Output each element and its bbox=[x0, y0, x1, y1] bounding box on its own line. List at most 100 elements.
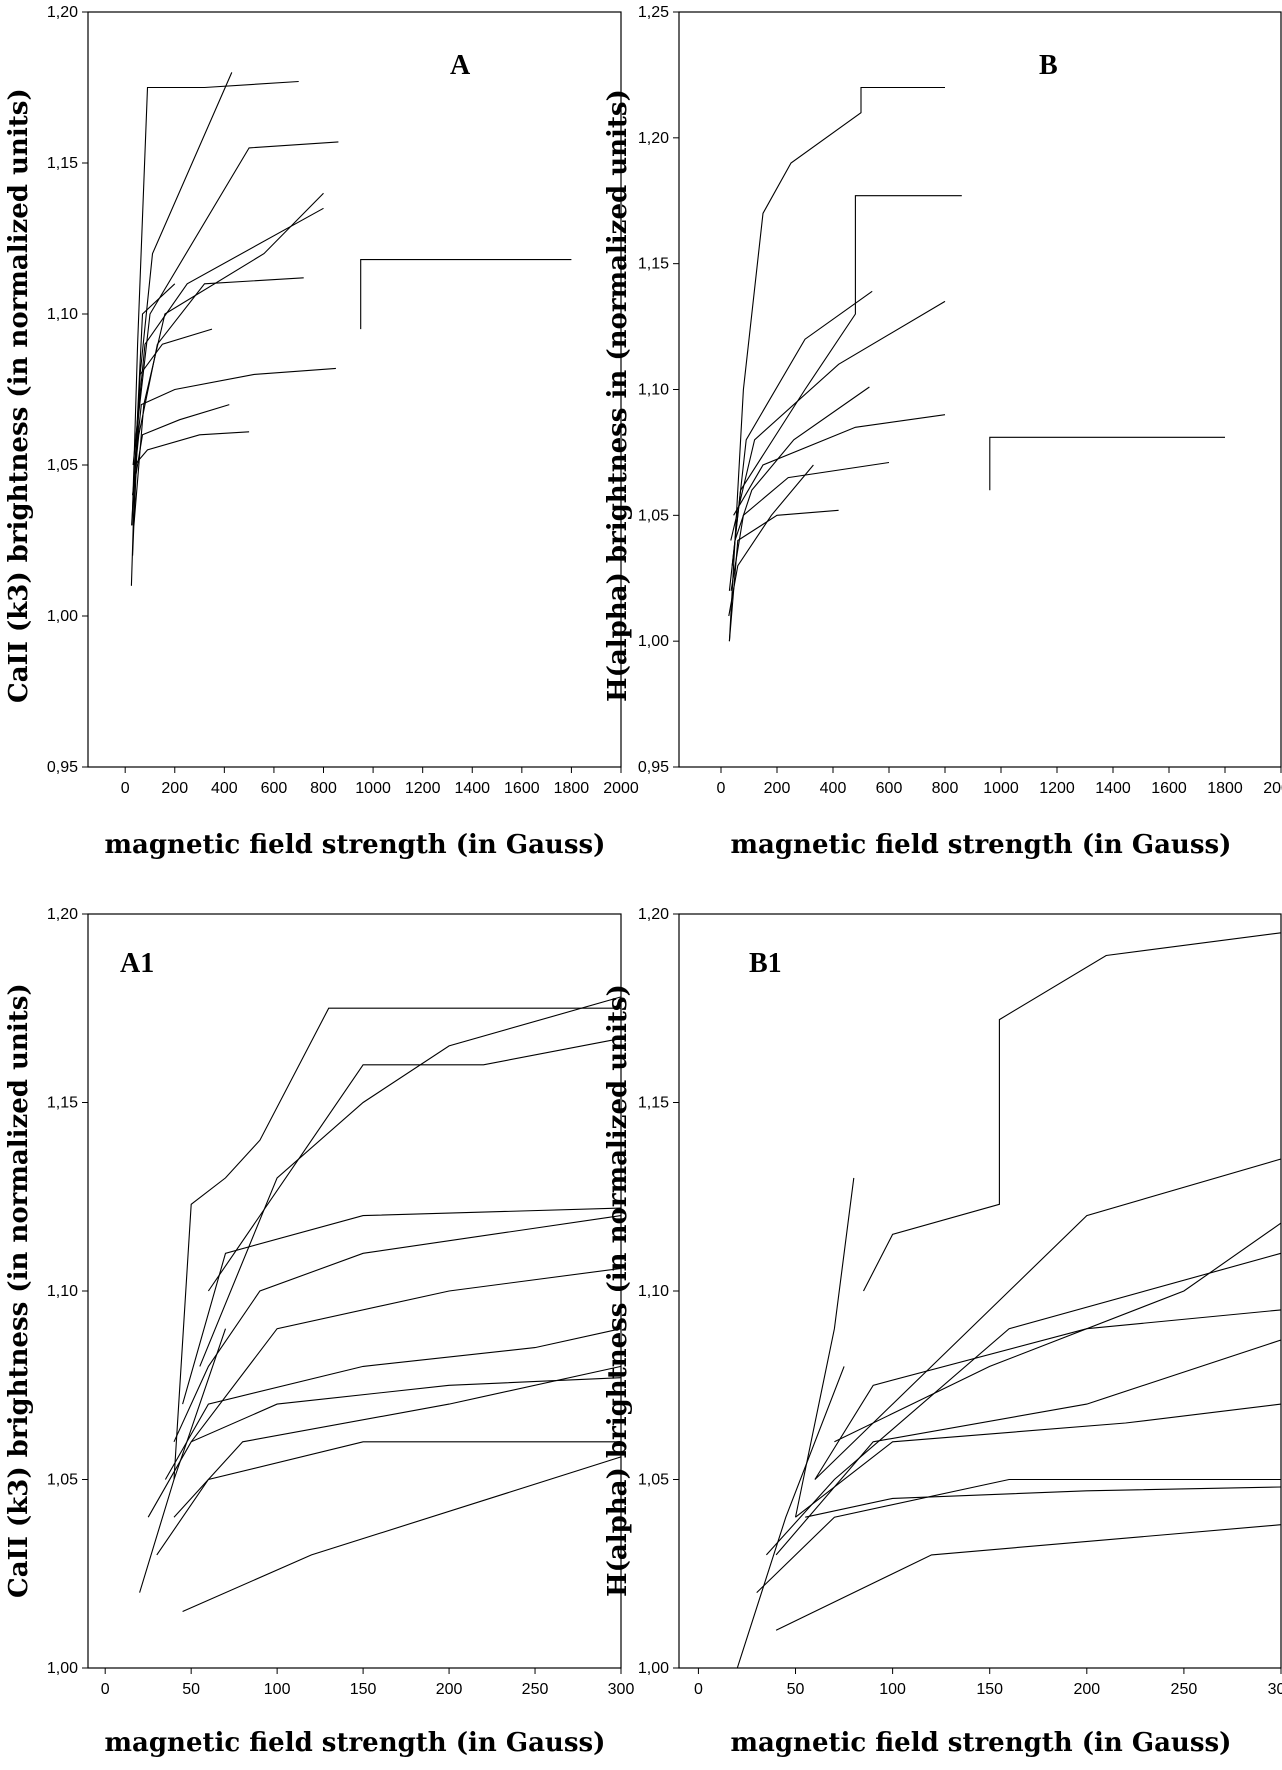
x-tick-label: 800 bbox=[932, 780, 959, 797]
series-line-8 bbox=[805, 1486, 1282, 1518]
x-axis-title-b1: magnetic field strength (in Gauss) bbox=[730, 1728, 1232, 1758]
x-tick-label: 150 bbox=[350, 1681, 377, 1698]
series-line-1 bbox=[863, 932, 1282, 1292]
x-tick-label: 1000 bbox=[355, 780, 391, 797]
plot-frame bbox=[678, 11, 1282, 768]
series-line-10 bbox=[132, 404, 230, 496]
x-tick-label: 250 bbox=[1171, 1681, 1198, 1698]
chart-panel-a1: 1,00 1,05 1,10 1,15 1,20 0 50 100 150 200 250 300 A… bbox=[0, 890, 641, 1770]
x-tick-label: 300 bbox=[1268, 1681, 1282, 1698]
y-tick-label: 1,20 bbox=[638, 130, 669, 147]
series-line-9 bbox=[135, 141, 339, 435]
y-tick-label: 1,25 bbox=[638, 4, 669, 21]
series-line-7 bbox=[756, 1478, 1281, 1593]
series-line-5 bbox=[730, 300, 946, 541]
x-tick-label: 800 bbox=[310, 780, 337, 797]
series-line-3 bbox=[989, 436, 1225, 491]
series-line-8 bbox=[156, 1441, 621, 1556]
series-line-7 bbox=[728, 509, 839, 642]
plot-frame bbox=[87, 913, 622, 1669]
x-tick-label: 200 bbox=[436, 1681, 463, 1698]
x-tick-label: 200 bbox=[161, 780, 188, 797]
x-tick-label: 100 bbox=[879, 1681, 906, 1698]
y-tick-label: 1,05 bbox=[47, 1472, 78, 1489]
series-line-1 bbox=[728, 86, 945, 642]
plot-area-b1: 1,00 1,05 1,10 1,15 1,20 0 50 100 150 200 250 300 bbox=[638, 906, 1282, 1698]
panel-label-a1: A1 bbox=[120, 948, 155, 979]
y-tick-label: 1,15 bbox=[47, 155, 78, 172]
x-tick-label: 100 bbox=[264, 1681, 291, 1698]
y-tick-label: 0,95 bbox=[47, 759, 78, 776]
x-tick-label: 150 bbox=[976, 1681, 1003, 1698]
plot-area-b: 0,95 1,00 1,05 1,10 1,15 1,20 1,25 0 200 400 600 80… bbox=[638, 4, 1282, 797]
series-line-11 bbox=[147, 1377, 622, 1518]
chart-panel-a: 0,95 1,00 1,05 1,10 1,15 1,20 0 200 400 600 800 100… bbox=[0, 0, 641, 880]
series-line-12 bbox=[173, 1215, 622, 1443]
series-line-2 bbox=[794, 1177, 855, 1518]
x-axis-title-a: magnetic field strength (in Gauss) bbox=[104, 830, 606, 860]
series-line-8 bbox=[734, 386, 870, 541]
x-axis-title-b: magnetic field strength (in Gauss) bbox=[730, 830, 1232, 860]
x-tick-label: 600 bbox=[261, 780, 288, 797]
y-axis-title-b1: H(alpha) brightness (in normalized units… bbox=[603, 983, 633, 1597]
y-tick-label: 1,20 bbox=[47, 906, 78, 923]
x-tick-label: 1600 bbox=[1151, 780, 1187, 797]
y-tick-label: 0,95 bbox=[638, 759, 669, 776]
y-tick-label: 1,15 bbox=[638, 1095, 669, 1112]
x-tick-label: 200 bbox=[764, 780, 791, 797]
series-line-2 bbox=[199, 996, 622, 1367]
y-tick-label: 1,15 bbox=[638, 256, 669, 273]
series-line-7 bbox=[360, 259, 572, 330]
series-line-1 bbox=[173, 1007, 621, 1480]
series-line-12 bbox=[814, 1309, 1282, 1480]
series-line-10 bbox=[730, 461, 890, 591]
series-line-10 bbox=[139, 1328, 227, 1593]
x-tick-label: 0 bbox=[121, 780, 130, 797]
y-tick-label: 1,00 bbox=[638, 633, 669, 650]
x-tick-label: 1800 bbox=[1207, 780, 1243, 797]
y-tick-label: 1,00 bbox=[638, 1660, 669, 1677]
plot-area-a: 0,95 1,00 1,05 1,10 1,15 1,20 0 200 400 600 800 100… bbox=[47, 4, 639, 797]
x-tick-label: 1400 bbox=[1095, 780, 1131, 797]
x-tick-label: 2000 bbox=[603, 780, 639, 797]
series-line-2 bbox=[132, 72, 233, 556]
y-axis-title-b: H(alpha) brightness in (normalized units… bbox=[603, 88, 633, 702]
series-line-11 bbox=[134, 431, 250, 466]
y-tick-label: 1,10 bbox=[638, 382, 669, 399]
y-tick-label: 1,15 bbox=[47, 1095, 78, 1112]
series-line-6 bbox=[164, 1328, 622, 1480]
x-tick-label: 1000 bbox=[983, 780, 1019, 797]
x-tick-label: 300 bbox=[608, 1681, 635, 1698]
x-tick-label: 1600 bbox=[504, 780, 540, 797]
panel-label-b: B bbox=[1039, 50, 1058, 81]
series-line-8 bbox=[132, 207, 324, 466]
y-tick-label: 1,05 bbox=[47, 457, 78, 474]
series-line-5 bbox=[132, 277, 304, 496]
x-tick-label: 0 bbox=[694, 1681, 703, 1698]
chart-panel-b1: 1,00 1,05 1,10 1,15 1,20 0 50 100 150 200 250 300 B… bbox=[603, 890, 1282, 1770]
series-line-6 bbox=[795, 1403, 1282, 1518]
series-line-9 bbox=[775, 1524, 1282, 1631]
series-line-6 bbox=[733, 414, 946, 516]
plot-frame bbox=[678, 913, 1282, 1669]
x-tick-label: 50 bbox=[182, 1681, 200, 1698]
series-line-2 bbox=[728, 195, 962, 591]
series-line-3 bbox=[131, 80, 299, 526]
y-tick-label: 1,00 bbox=[47, 1660, 78, 1677]
x-tick-label: 250 bbox=[522, 1681, 549, 1698]
x-tick-label: 400 bbox=[211, 780, 238, 797]
chart-panel-b: 0,95 1,00 1,05 1,10 1,15 1,20 1,25 0 200 400 600 80… bbox=[603, 0, 1282, 880]
x-tick-label: 2000 bbox=[1263, 780, 1282, 797]
series-line-4 bbox=[133, 192, 324, 526]
series-line-3 bbox=[207, 1037, 622, 1292]
x-axis-title-a1: magnetic field strength (in Gauss) bbox=[104, 1728, 606, 1758]
panel-label-a: A bbox=[450, 50, 471, 81]
series-line-10 bbox=[736, 1366, 845, 1669]
x-tick-label: 1200 bbox=[405, 780, 441, 797]
series-line-3 bbox=[814, 1158, 1282, 1480]
series-line-6 bbox=[134, 367, 336, 466]
x-tick-label: 1400 bbox=[454, 780, 490, 797]
x-tick-label: 600 bbox=[876, 780, 903, 797]
x-tick-label: 0 bbox=[717, 780, 726, 797]
